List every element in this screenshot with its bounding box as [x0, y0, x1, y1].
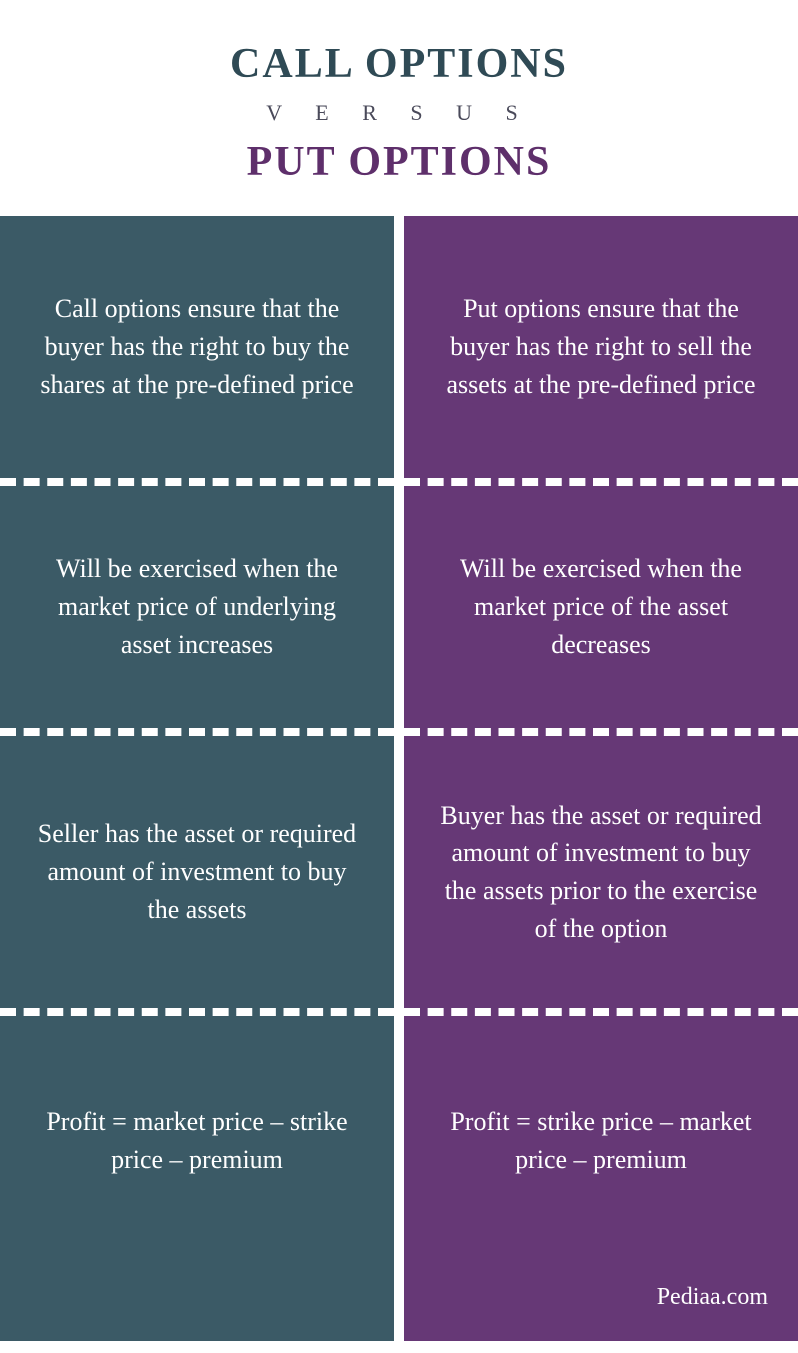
- title-put-options: PUT OPTIONS: [20, 138, 778, 186]
- put-options-column: Put options ensure that the buyer has th…: [399, 216, 798, 1266]
- put-cell-definition: Put options ensure that the buyer has th…: [404, 216, 798, 486]
- put-cell-holder: Buyer has the asset or required amount o…: [404, 736, 798, 1016]
- put-cell-profit: Profit = strike price – market price – p…: [404, 1016, 798, 1266]
- call-options-column: Call options ensure that the buyer has t…: [0, 216, 399, 1266]
- versus-label: V E R S U S: [20, 100, 778, 126]
- infographic-container: CALL OPTIONS V E R S U S PUT OPTIONS Cal…: [0, 0, 798, 1341]
- header: CALL OPTIONS V E R S U S PUT OPTIONS: [0, 0, 798, 216]
- title-call-options: CALL OPTIONS: [20, 40, 778, 88]
- footer-attribution: Pediaa.com: [0, 1266, 798, 1341]
- call-cell-definition: Call options ensure that the buyer has t…: [0, 216, 394, 486]
- call-cell-profit: Profit = market price – strike price – p…: [0, 1016, 394, 1266]
- comparison-table: Call options ensure that the buyer has t…: [0, 216, 798, 1266]
- put-cell-exercise: Will be exercised when the market price …: [404, 486, 798, 736]
- call-cell-exercise: Will be exercised when the market price …: [0, 486, 394, 736]
- call-cell-holder: Seller has the asset or required amount …: [0, 736, 394, 1016]
